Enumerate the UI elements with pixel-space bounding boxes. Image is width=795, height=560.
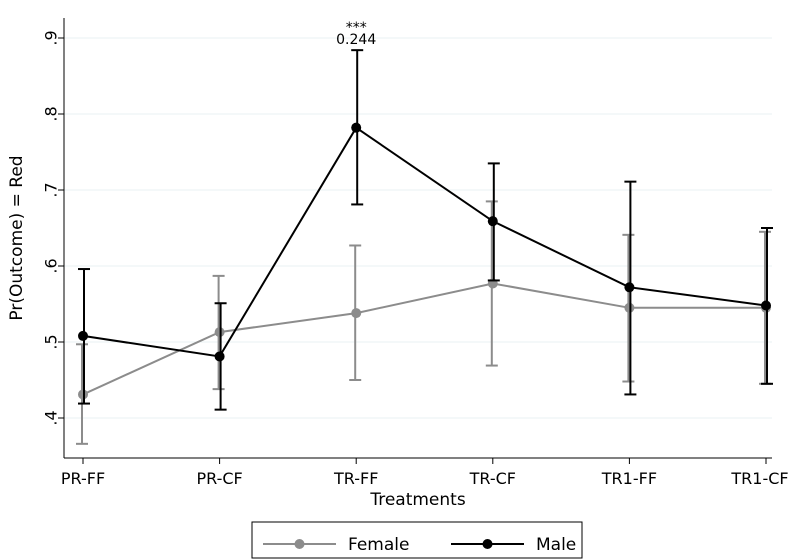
- series-layer: [76, 49, 773, 445]
- data-point: [624, 282, 635, 293]
- y-tick-label: .4: [42, 410, 61, 425]
- axis-ticks: .4 .5 .6 .7 .8 .9 PR-FF PR-CF TR-FF TR-CF TR1-FF TR…: [42, 30, 789, 488]
- legend-item-female: Female: [263, 535, 409, 555]
- y-axis-label: Pr(Outcome) = Red: [7, 155, 27, 320]
- legend-label: Male: [536, 535, 576, 555]
- x-tick-label: TR1-FF: [601, 469, 657, 488]
- legend-item-male: Male: [451, 535, 576, 555]
- series-line: [82, 282, 766, 396]
- legend-marker: [482, 539, 493, 549]
- y-tick-label: .6: [42, 258, 61, 273]
- legend-label: Female: [348, 535, 409, 555]
- annotations: ***0.244: [336, 20, 376, 48]
- data-point: [351, 122, 362, 133]
- legend: Female Male: [251, 521, 583, 559]
- y-tick-label: .8: [42, 106, 61, 121]
- axes: [63, 18, 772, 459]
- legend-box: [251, 521, 583, 559]
- data-point: [761, 300, 771, 311]
- annotation-value: 0.244: [336, 32, 376, 48]
- significance-stars: ***: [346, 20, 367, 36]
- x-tick-label: TR-CF: [469, 469, 516, 488]
- data-point: [487, 216, 498, 227]
- series-female: [76, 200, 771, 445]
- x-tick-label: TR1-CF: [730, 469, 788, 488]
- x-tick-label: PR-FF: [61, 469, 105, 488]
- x-tick-label: TR-FF: [333, 469, 378, 488]
- y-tick-label: .7: [42, 182, 61, 197]
- y-tick-label: .5: [42, 334, 61, 349]
- gridlines: [64, 37, 772, 419]
- x-axis-label: Treatments: [369, 490, 466, 510]
- x-tick-label: PR-CF: [196, 469, 242, 488]
- data-point: [78, 330, 88, 341]
- series-male: [78, 49, 773, 411]
- data-point: [351, 308, 362, 319]
- y-tick-label: .9: [42, 30, 61, 45]
- series-line: [82, 126, 767, 358]
- data-point: [214, 351, 225, 362]
- legend-marker: [294, 539, 305, 549]
